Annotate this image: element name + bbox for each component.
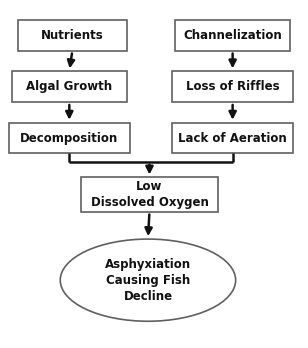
Text: Nutrients: Nutrients bbox=[41, 29, 104, 42]
Text: Lack of Aeration: Lack of Aeration bbox=[178, 132, 287, 144]
Text: Loss of Riffles: Loss of Riffles bbox=[186, 80, 279, 93]
Text: Channelization: Channelization bbox=[183, 29, 282, 42]
Text: Asphyxiation
Causing Fish
Decline: Asphyxiation Causing Fish Decline bbox=[105, 258, 191, 303]
FancyBboxPatch shape bbox=[175, 20, 290, 51]
Text: Decomposition: Decomposition bbox=[20, 132, 119, 144]
Text: Low
Dissolved Oxygen: Low Dissolved Oxygen bbox=[91, 180, 209, 209]
FancyBboxPatch shape bbox=[9, 122, 130, 153]
FancyBboxPatch shape bbox=[172, 122, 293, 153]
FancyBboxPatch shape bbox=[81, 177, 217, 212]
Ellipse shape bbox=[60, 239, 236, 321]
FancyBboxPatch shape bbox=[18, 20, 127, 51]
FancyBboxPatch shape bbox=[172, 71, 293, 102]
FancyBboxPatch shape bbox=[12, 71, 127, 102]
Text: Algal Growth: Algal Growth bbox=[26, 80, 112, 93]
